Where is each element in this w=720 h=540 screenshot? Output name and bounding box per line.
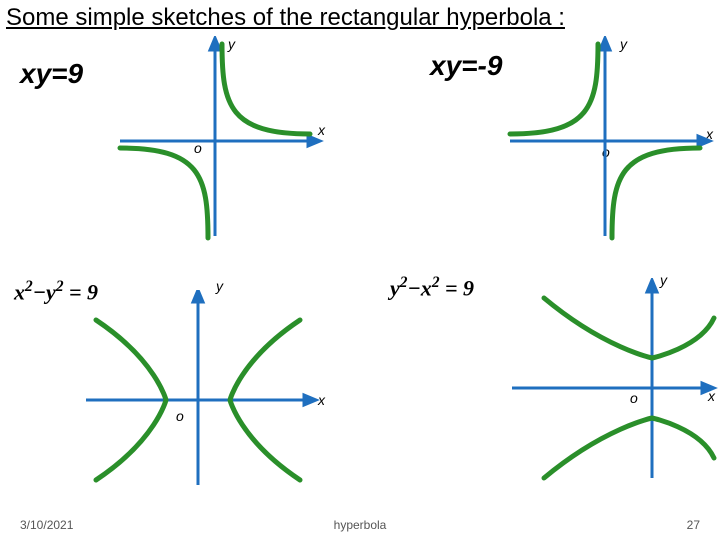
footer-page-number: 27 [687,518,700,532]
plot-xy-neg [500,36,720,246]
footer-date: 3/10/2021 [20,518,73,532]
footer-caption: hyperbola [334,518,387,532]
plot-y2-x2 [504,278,720,488]
sketch-xy-neg: xy=-9 y x o [370,40,710,270]
sketch-xy-pos: xy=9 y x o [10,40,350,270]
page-title: Some simple sketches of the rectangular … [6,4,565,32]
sketch-y2-x2: y2−x2 = 9 y x o [370,270,710,500]
equation-label: y2−x2 = 9 [390,274,474,301]
equation-label: xy=-9 [430,50,502,82]
plot-x2-y2 [80,290,320,490]
sketch-x2-y2: x2−y2 = 9 y x o [10,270,350,500]
sketch-grid: xy=9 y x o xy=-9 y x o [0,40,720,500]
plot-xy-pos [110,36,330,246]
equation-label: xy=9 [20,58,83,90]
